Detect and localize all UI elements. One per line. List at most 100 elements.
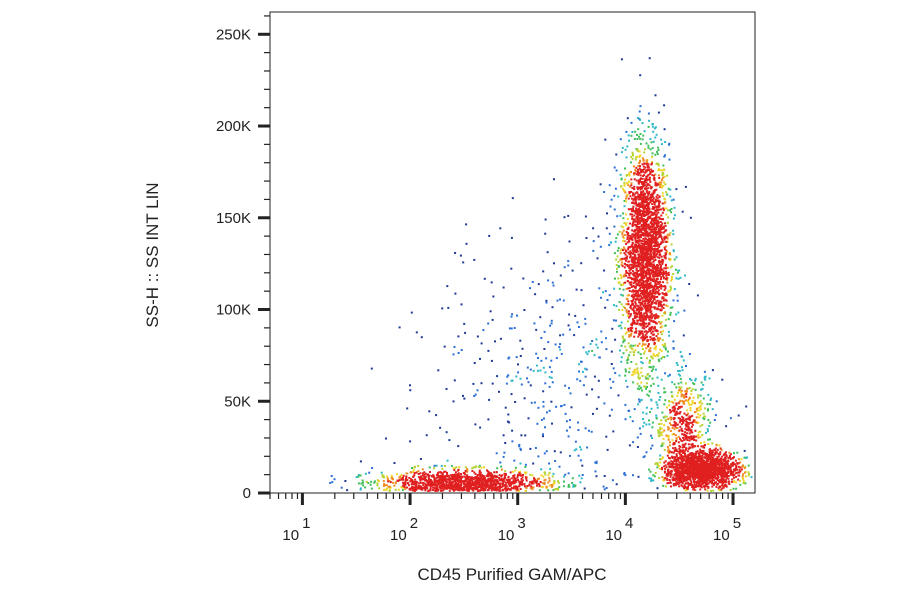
- event-dot: [631, 215, 634, 218]
- event-dot: [722, 453, 725, 456]
- event-dot: [641, 375, 644, 377]
- event-dot: [637, 282, 640, 284]
- event-dot: [385, 487, 388, 490]
- event-dot: [443, 345, 446, 348]
- event-dot: [659, 458, 662, 461]
- event-dot: [665, 229, 668, 232]
- event-dot: [658, 360, 661, 363]
- event-dot: [643, 215, 645, 218]
- event-dot: [677, 269, 680, 272]
- event-dot: [721, 378, 724, 381]
- event-dot: [667, 271, 670, 274]
- event-dot: [476, 335, 479, 338]
- event-dot: [731, 464, 734, 467]
- event-dot: [692, 485, 695, 488]
- event-dot: [660, 208, 662, 211]
- event-dot: [614, 277, 616, 280]
- event-dot: [688, 416, 691, 419]
- event-dot: [500, 478, 503, 481]
- event-dot: [508, 480, 510, 483]
- event-dot: [664, 477, 667, 479]
- event-dot: [567, 260, 570, 263]
- event-dot: [701, 451, 704, 454]
- event-dot: [700, 445, 703, 448]
- event-dot: [645, 406, 648, 409]
- event-dot: [660, 321, 663, 323]
- event-dot: [641, 210, 644, 213]
- event-dot: [639, 154, 642, 157]
- event-dot: [659, 285, 662, 288]
- event-dot: [633, 368, 636, 371]
- event-dot: [709, 451, 712, 454]
- event-dot: [643, 168, 646, 171]
- event-dot: [620, 303, 623, 306]
- event-dot: [657, 260, 660, 263]
- event-dot: [638, 281, 641, 283]
- event-dot: [638, 202, 641, 205]
- event-dot: [652, 260, 655, 263]
- event-dot: [560, 405, 562, 408]
- event-dot: [633, 259, 636, 262]
- event-dot: [684, 442, 687, 445]
- event-dot: [478, 471, 481, 474]
- event-dot: [465, 488, 468, 491]
- event-dot: [625, 274, 627, 277]
- event-dot: [639, 187, 642, 190]
- event-dot: [721, 458, 724, 461]
- event-dot: [619, 258, 622, 261]
- event-dot: [674, 446, 677, 449]
- event-dot: [661, 296, 664, 299]
- event-dot: [640, 257, 643, 260]
- event-dot: [454, 485, 457, 488]
- event-dot: [427, 474, 430, 477]
- event-dot: [400, 486, 403, 489]
- event-dot: [653, 245, 656, 247]
- event-dot: [519, 462, 522, 465]
- event-dot: [681, 433, 684, 436]
- event-dot: [734, 459, 737, 462]
- event-dot: [687, 427, 690, 430]
- event-dot: [373, 481, 376, 484]
- event-dot: [437, 475, 440, 478]
- event-dot: [504, 487, 506, 490]
- event-dot: [625, 309, 628, 311]
- event-dot: [686, 417, 689, 420]
- event-dot: [530, 401, 533, 404]
- event-dot: [655, 302, 658, 305]
- event-dot: [631, 348, 634, 351]
- event-dot: [630, 344, 633, 347]
- event-dot: [660, 458, 663, 461]
- event-dot: [661, 444, 664, 447]
- event-dot: [634, 290, 637, 292]
- event-dot: [367, 482, 370, 484]
- event-dot: [621, 265, 624, 268]
- event-dot: [674, 469, 677, 472]
- event-dot: [703, 370, 706, 373]
- event-dot: [448, 479, 451, 482]
- event-dot: [675, 467, 677, 470]
- event-dot: [636, 304, 639, 307]
- event-dot: [630, 184, 633, 187]
- event-dot: [660, 272, 663, 275]
- event-dot: [413, 483, 416, 486]
- event-dot: [665, 419, 667, 422]
- event-dot: [649, 359, 651, 362]
- event-dot: [671, 306, 674, 309]
- event-dot: [669, 472, 672, 475]
- event-dot: [635, 207, 638, 210]
- event-dot: [512, 475, 515, 478]
- event-dot: [670, 455, 673, 458]
- event-dot: [630, 155, 633, 158]
- event-dot: [490, 476, 493, 479]
- event-dot: [525, 486, 528, 489]
- event-dot: [622, 340, 625, 343]
- event-dot: [641, 290, 644, 292]
- event-dot: [636, 315, 639, 318]
- event-dot: [609, 205, 612, 208]
- event-dot: [638, 172, 641, 174]
- event-dot: [660, 357, 663, 360]
- event-dot: [647, 174, 650, 176]
- event-dot: [542, 475, 545, 478]
- event-dot: [618, 230, 621, 233]
- event-dot: [638, 217, 641, 220]
